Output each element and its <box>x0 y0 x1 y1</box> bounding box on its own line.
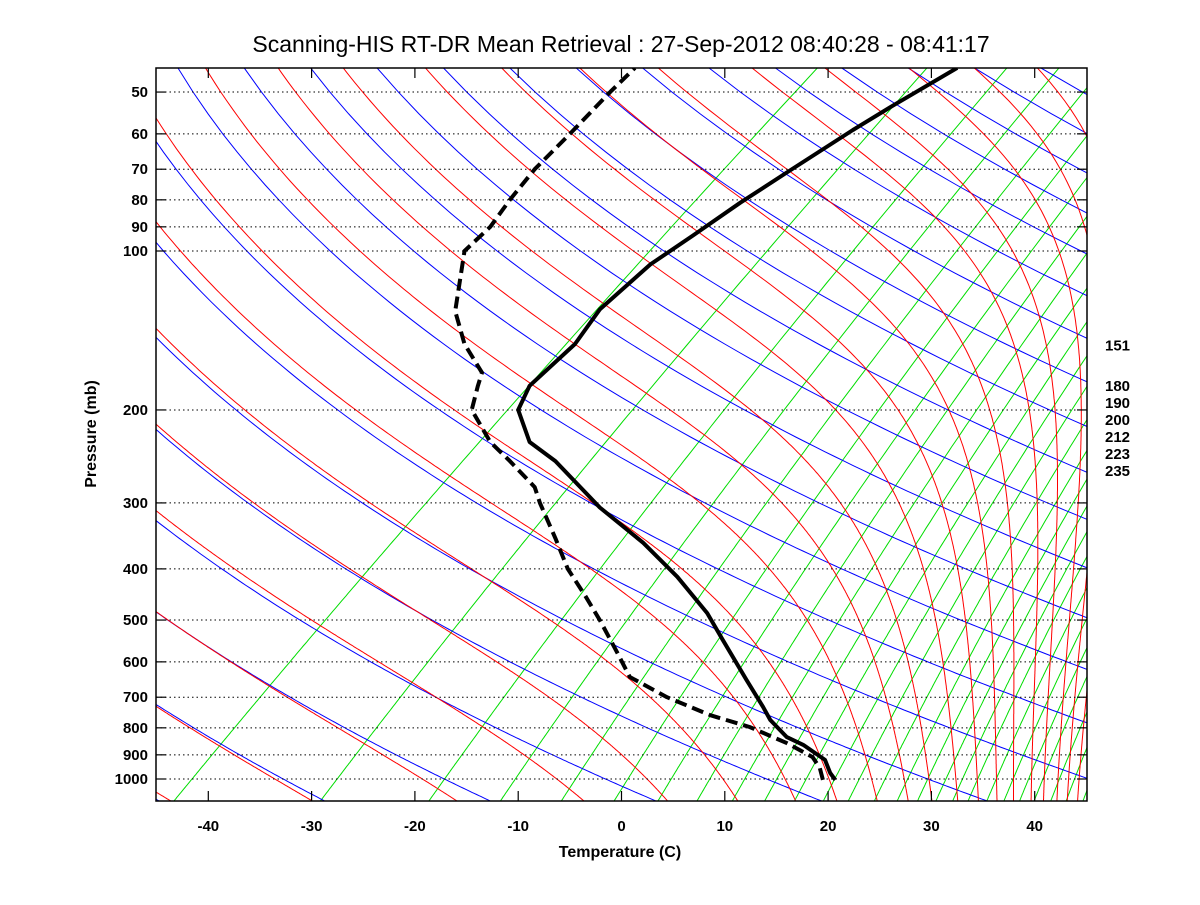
x-tick-label: -40 <box>197 818 219 835</box>
x-tick-label: -10 <box>507 818 529 835</box>
y-tick-label: 50 <box>131 84 148 101</box>
x-tick-label: -30 <box>301 818 323 835</box>
y-tick-label: 60 <box>131 126 148 143</box>
y-tick-label: 1000 <box>115 771 148 788</box>
right-label: 180 <box>1105 378 1130 395</box>
y-tick-label: 90 <box>131 219 148 236</box>
y-tick-label: 80 <box>131 192 148 209</box>
x-tick-label: 10 <box>716 818 733 835</box>
y-tick-label: 200 <box>123 402 148 419</box>
y-axis-label: Pressure (mb) <box>83 380 100 488</box>
y-tick-label: 600 <box>123 654 148 671</box>
right-label: 223 <box>1105 446 1130 463</box>
y-tick-label: 500 <box>123 612 148 629</box>
y-tick-label: 800 <box>123 720 148 737</box>
x-tick-label: 0 <box>617 818 625 835</box>
right-label: 151 <box>1105 337 1130 354</box>
right-label: 235 <box>1105 463 1130 480</box>
right-label: 200 <box>1105 412 1130 429</box>
x-axis-label: Temperature (C) <box>559 844 681 861</box>
y-tick-label: 300 <box>123 495 148 512</box>
y-tick-label: 70 <box>131 161 148 178</box>
y-tick-label: 900 <box>123 747 148 764</box>
right-label: 212 <box>1105 429 1130 446</box>
x-tick-label: 20 <box>820 818 837 835</box>
x-tick-label: 30 <box>923 818 940 835</box>
x-tick-label: -20 <box>404 818 426 835</box>
chart-title: Scanning-HIS RT-DR Mean Retrieval : 27-S… <box>252 31 989 57</box>
y-tick-label: 400 <box>123 561 148 578</box>
x-tick-label: 40 <box>1026 818 1043 835</box>
y-tick-label: 100 <box>123 243 148 260</box>
right-label: 190 <box>1105 395 1130 412</box>
y-tick-label: 700 <box>123 689 148 706</box>
